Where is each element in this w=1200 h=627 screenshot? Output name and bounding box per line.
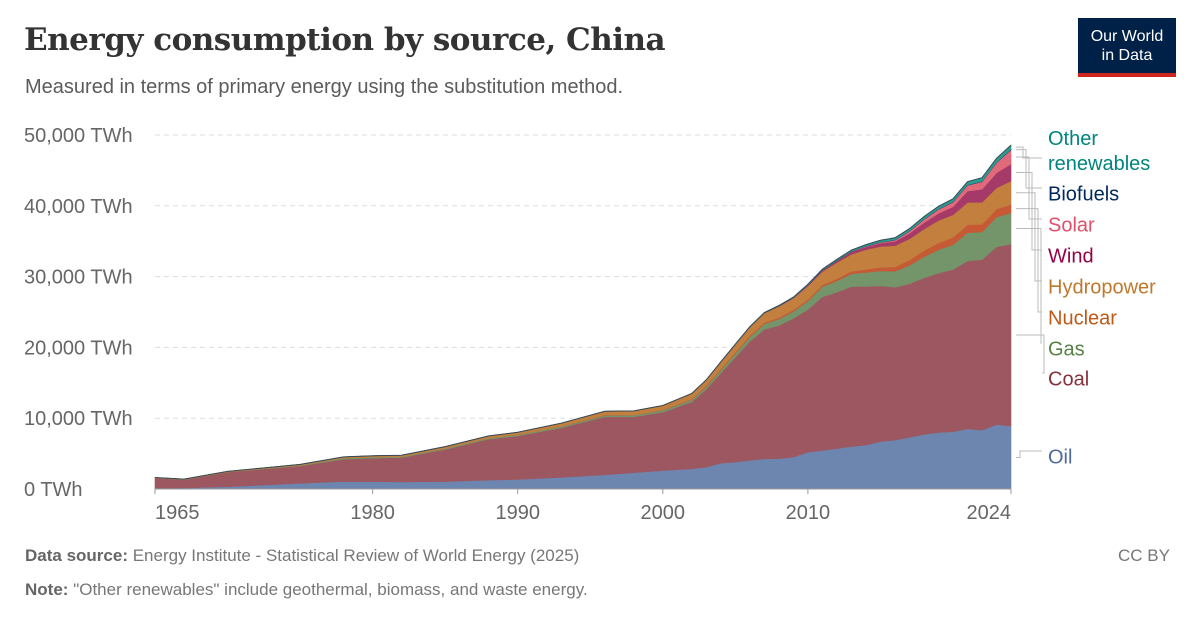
legend-connector [1016,334,1045,374]
legend-label-gas: Gas [1048,338,1085,360]
note: Note: "Other renewables" include geother… [25,580,588,600]
y-tick-label: 20,000 TWh [24,337,133,359]
x-tick-label: 2000 [641,502,686,524]
license[interactable]: CC BY [1118,546,1170,565]
legend-label-biofuels: Biofuels [1048,183,1119,205]
owid-logo[interactable]: Our World in Data [1078,18,1176,77]
legend-connector [1016,450,1042,458]
chart-subtitle: Measured in terms of primary energy usin… [25,76,624,98]
legend-connector [1016,227,1042,344]
chart-title: Energy consumption by source, China [24,22,666,58]
legend-connector [1016,146,1042,159]
legend-label-wind: Wind [1048,245,1094,267]
y-tick-label: 10,000 TWh [24,408,133,430]
logo-line-1: Our World [1090,28,1164,45]
x-tick-label: 2024 [967,502,1012,524]
source-label: Data source: [25,546,128,565]
legend-connector [1016,172,1042,251]
total-outline [154,144,1012,480]
y-tick-label: 50,000 TWh [24,125,133,147]
legend-label-nuclear: Nuclear [1048,307,1117,329]
legend-label-solar: Solar [1048,214,1095,236]
legend-connector [1016,149,1042,189]
legend-connector [1016,192,1042,282]
x-tick-label: 1980 [350,502,395,524]
note-text: "Other renewables" include geothermal, b… [73,580,588,599]
source-text[interactable]: Energy Institute - Statistical Review of… [132,546,580,565]
data-source: Data source: Energy Institute - Statisti… [25,546,579,566]
x-tick-label: 2010 [786,502,831,524]
y-tick-label: 40,000 TWh [24,196,133,218]
y-tick-label: 30,000 TWh [24,267,133,289]
x-tick-label: 1990 [495,502,540,524]
legend-connector [1016,208,1042,313]
y-tick-label: 0 TWh [24,479,83,501]
note-label: Note: [25,580,69,599]
legend-label-hydropower: Hydropower [1048,276,1156,298]
legend-label-coal: Coal [1048,368,1089,390]
x-tick-label: 1965 [155,502,200,524]
legend-label-oil: Oil [1048,446,1072,468]
legend-label-other-renewables: Other renewables [1048,128,1150,175]
logo-line-2: in Data [1101,47,1153,64]
